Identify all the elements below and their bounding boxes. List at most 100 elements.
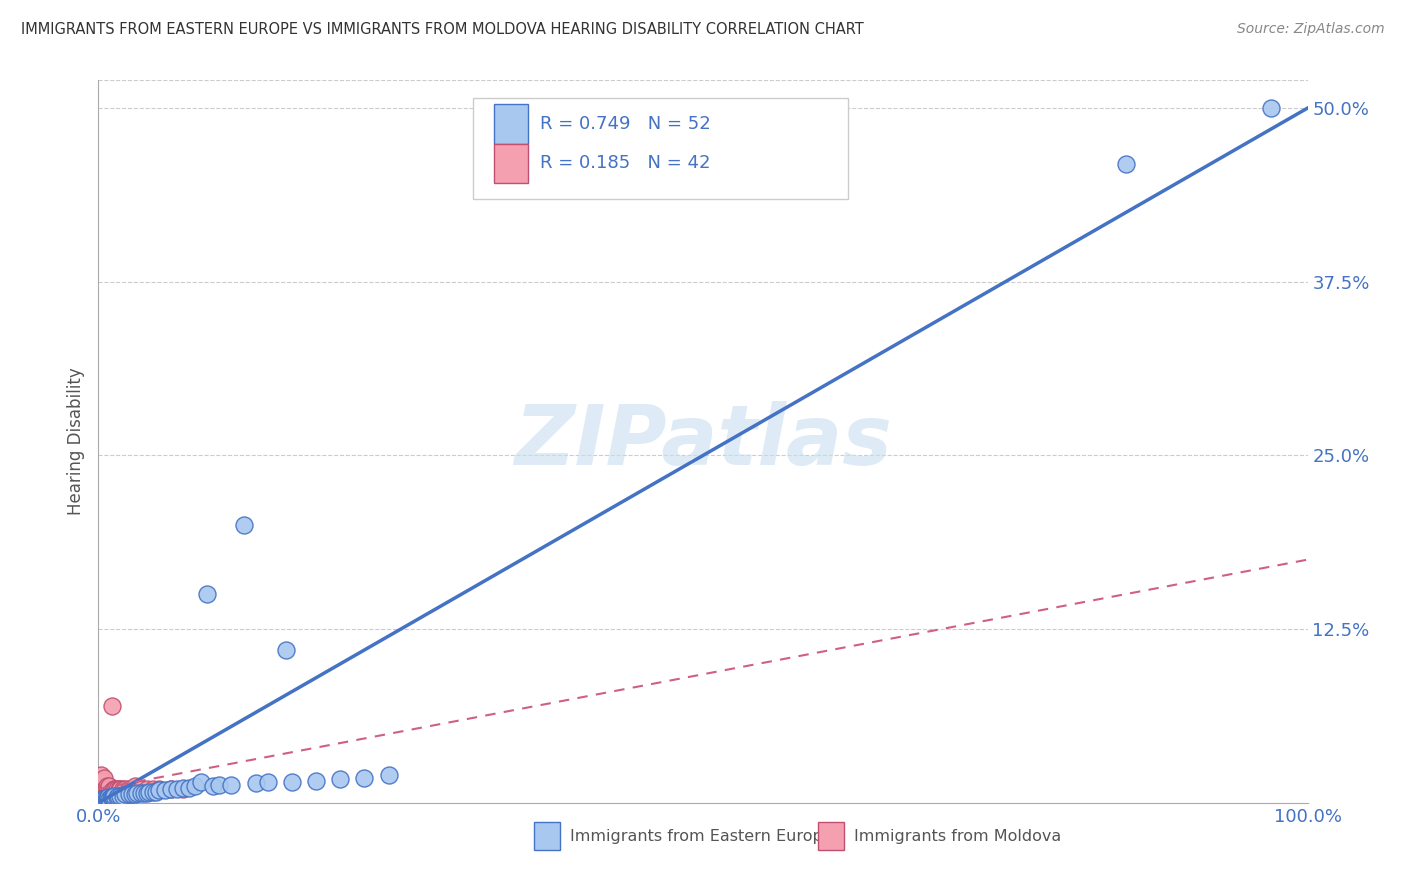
- Point: [274, 643, 297, 657]
- Point: [134, 786, 156, 800]
- Point: [129, 786, 152, 800]
- Point: [202, 779, 225, 793]
- Point: [221, 778, 243, 792]
- Point: [89, 775, 111, 789]
- Point: [103, 781, 125, 796]
- Point: [108, 789, 131, 803]
- Point: [184, 779, 207, 793]
- Point: [97, 791, 120, 805]
- Point: [94, 781, 117, 796]
- Point: [195, 587, 218, 601]
- Point: [166, 781, 188, 796]
- Point: [98, 779, 121, 793]
- Point: [96, 779, 118, 793]
- Point: [90, 768, 112, 782]
- Point: [94, 788, 117, 802]
- Point: [90, 793, 112, 807]
- Text: ZIPatlas: ZIPatlas: [515, 401, 891, 482]
- Point: [91, 791, 114, 805]
- FancyBboxPatch shape: [818, 822, 845, 850]
- Point: [160, 781, 183, 796]
- Text: R = 0.749   N = 52: R = 0.749 N = 52: [540, 115, 710, 133]
- FancyBboxPatch shape: [534, 822, 561, 850]
- Point: [97, 786, 120, 800]
- Point: [103, 789, 125, 803]
- Point: [1115, 156, 1137, 170]
- Point: [148, 783, 170, 797]
- Point: [142, 781, 165, 796]
- Point: [105, 781, 128, 796]
- FancyBboxPatch shape: [474, 98, 848, 200]
- Point: [121, 788, 143, 802]
- Point: [1260, 101, 1282, 115]
- Point: [135, 781, 157, 796]
- Point: [190, 775, 212, 789]
- Point: [100, 785, 122, 799]
- Point: [101, 783, 124, 797]
- Point: [129, 781, 152, 796]
- Text: Immigrants from Eastern Europe: Immigrants from Eastern Europe: [569, 829, 832, 844]
- Point: [93, 793, 115, 807]
- Point: [91, 775, 114, 789]
- Y-axis label: Hearing Disability: Hearing Disability: [66, 368, 84, 516]
- Point: [172, 780, 194, 795]
- Point: [89, 781, 111, 796]
- Point: [100, 790, 122, 805]
- FancyBboxPatch shape: [494, 144, 527, 183]
- Point: [353, 771, 375, 785]
- Point: [90, 785, 112, 799]
- Point: [91, 781, 114, 796]
- Point: [107, 789, 129, 803]
- Point: [91, 773, 114, 788]
- Point: [377, 768, 399, 782]
- Point: [97, 790, 120, 805]
- FancyBboxPatch shape: [494, 103, 527, 144]
- Point: [91, 788, 114, 802]
- Point: [90, 779, 112, 793]
- Text: Immigrants from Moldova: Immigrants from Moldova: [855, 829, 1062, 844]
- Point: [91, 781, 114, 796]
- Point: [108, 781, 131, 796]
- Point: [101, 790, 124, 805]
- Point: [148, 781, 170, 796]
- Point: [127, 786, 149, 800]
- Point: [208, 778, 231, 792]
- Point: [281, 775, 304, 789]
- Point: [114, 788, 136, 802]
- Point: [145, 785, 167, 799]
- Point: [153, 783, 176, 797]
- Point: [93, 791, 115, 805]
- Point: [118, 788, 141, 802]
- Point: [93, 788, 115, 802]
- Text: Source: ZipAtlas.com: Source: ZipAtlas.com: [1237, 22, 1385, 37]
- Point: [97, 781, 120, 796]
- Point: [138, 785, 160, 799]
- Point: [96, 791, 118, 805]
- Point: [329, 772, 352, 787]
- Point: [98, 791, 121, 805]
- Text: IMMIGRANTS FROM EASTERN EUROPE VS IMMIGRANTS FROM MOLDOVA HEARING DISABILITY COR: IMMIGRANTS FROM EASTERN EUROPE VS IMMIGR…: [21, 22, 863, 37]
- Point: [172, 781, 194, 796]
- Point: [93, 781, 115, 796]
- Point: [104, 781, 127, 796]
- Point: [96, 786, 118, 800]
- Point: [108, 781, 131, 796]
- Point: [98, 785, 121, 799]
- Point: [111, 781, 134, 796]
- Point: [305, 773, 328, 788]
- Point: [256, 775, 278, 789]
- Point: [93, 771, 115, 785]
- Point: [179, 780, 201, 795]
- Point: [142, 785, 165, 799]
- Point: [90, 789, 112, 803]
- Point: [91, 793, 114, 807]
- Point: [105, 790, 128, 805]
- Point: [114, 781, 136, 796]
- Point: [111, 789, 134, 803]
- Point: [94, 791, 117, 805]
- Point: [118, 781, 141, 796]
- Point: [124, 779, 146, 793]
- Point: [89, 789, 111, 803]
- Point: [91, 789, 114, 803]
- Point: [124, 788, 146, 802]
